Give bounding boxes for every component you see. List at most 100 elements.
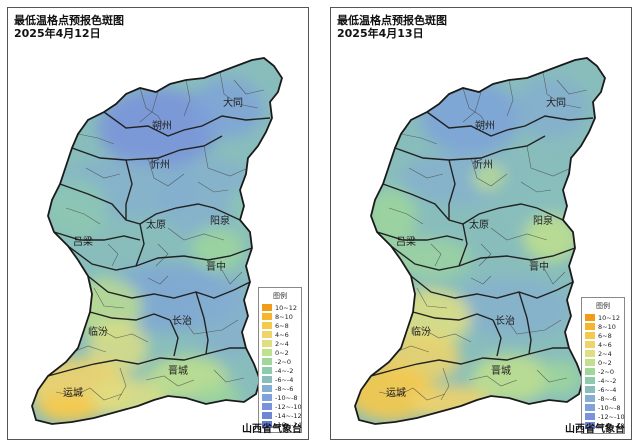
city-label: 阳泉 — [210, 214, 230, 227]
legend-label: 10~12 — [275, 303, 297, 312]
legend-label: -14~-12 — [275, 411, 302, 420]
legend-label: -2~0 — [598, 367, 615, 376]
county-boundary — [420, 327, 472, 343]
legend-swatch — [262, 367, 272, 374]
legend-title: 图例 — [596, 302, 610, 310]
legend-item: -10~-8 — [262, 393, 298, 402]
legend-swatch — [585, 332, 595, 339]
county-boundary — [197, 181, 229, 193]
legend-swatch — [585, 395, 595, 402]
city-label: 晋城 — [491, 365, 511, 377]
temperature-band — [523, 214, 579, 262]
city-label: 阳泉 — [533, 214, 553, 227]
legend-label: 6~8 — [598, 331, 612, 340]
legend-item: -4~-2 — [585, 376, 621, 385]
prefecture-boundary — [59, 183, 241, 225]
legend-label: 2~4 — [275, 339, 289, 348]
county-boundary — [378, 387, 446, 401]
temperature-band — [38, 394, 98, 422]
title-line-2: 2025年4月13日 — [337, 27, 424, 40]
legend-item: -4~-2 — [262, 366, 298, 375]
legend-swatch — [262, 376, 272, 383]
map-title: 最低温格点预报色斑图 2025年4月12日 — [14, 14, 124, 40]
legend-label: -4~-2 — [275, 366, 294, 375]
city-label: 忻州 — [150, 158, 170, 171]
city-label: 长治 — [172, 314, 192, 327]
county-boundary — [155, 243, 169, 267]
legend-label: 4~6 — [598, 340, 612, 349]
city-label: 运城 — [386, 387, 406, 399]
county-boundary — [388, 207, 424, 225]
county-boundary — [462, 91, 482, 123]
legend-swatch — [262, 358, 272, 365]
county-boundary — [542, 71, 582, 109]
county-boundary — [145, 375, 195, 387]
legend: 图例 10~12 8~10 6~8 4~6 2~4 0~2 -2~0 -4~-2 -6~-4 -8… — [258, 287, 302, 433]
legend-item: 10~12 — [585, 313, 621, 322]
legend-swatch — [262, 412, 272, 419]
legend-swatch — [585, 341, 595, 348]
legend-label: -6~-4 — [275, 375, 294, 384]
legend-label: -12~-10 — [598, 412, 625, 421]
city-label: 长治 — [495, 314, 515, 327]
county-boundary — [213, 369, 245, 383]
city-label: 朔州 — [475, 119, 495, 132]
county-boundary — [219, 71, 259, 109]
county-boundary — [221, 269, 243, 285]
county-boundary — [55, 387, 123, 401]
county-boundary — [506, 79, 514, 117]
prefecture-boundary — [426, 111, 594, 137]
legend-item: 6~8 — [262, 321, 298, 330]
map-panel-apr12: 最低温格点预报色斑图 2025年4月12日 大同 朔州 忻州 阳泉 太原 吕梁 晋中 长治 临汾… — [7, 7, 309, 440]
county-boundary — [77, 133, 115, 145]
city-label: 太原 — [146, 218, 166, 231]
prefecture-boundary — [412, 311, 494, 321]
city-label: 忻州 — [473, 158, 493, 171]
legend-swatch — [585, 368, 595, 375]
county-boundary — [233, 79, 265, 95]
temperature-band — [451, 278, 571, 338]
legend-label: -8~-6 — [598, 394, 617, 403]
legend-swatch — [262, 331, 272, 338]
legend-label: -4~-2 — [598, 376, 617, 385]
prefecture-boundary — [394, 135, 546, 161]
temperature-band — [421, 82, 521, 154]
county-boundary — [440, 367, 450, 401]
county-boundary — [85, 167, 121, 179]
city-label: 晋中 — [529, 260, 549, 273]
legend-label: 8~10 — [598, 322, 616, 331]
legend-title: 图例 — [273, 292, 287, 300]
legend-item: 2~4 — [585, 349, 621, 358]
legend-swatch — [585, 422, 595, 429]
prefecture-boundary — [71, 135, 223, 161]
legend-swatch — [585, 386, 595, 393]
city-label: 吕梁 — [396, 235, 416, 248]
legend-item: -2~0 — [262, 357, 298, 366]
city-label: 大同 — [223, 96, 243, 109]
temperature-band — [228, 188, 268, 228]
legend: 图例 10~12 8~10 6~8 4~6 2~4 0~2 -2~0 -4~-2 -6~-4 -8… — [581, 297, 625, 434]
legend-swatch — [262, 340, 272, 347]
temperature-band — [194, 384, 242, 408]
province-outline — [31, 57, 283, 425]
legend-swatch — [262, 403, 272, 410]
legend-swatch — [585, 404, 595, 411]
legend-item: -2~0 — [585, 367, 621, 376]
legend-label: 8~10 — [275, 312, 293, 321]
city-label: 朔州 — [152, 119, 172, 132]
legend-item: 10~12 — [262, 303, 298, 312]
legend-item: 4~6 — [585, 340, 621, 349]
prefecture-boundary — [89, 311, 171, 321]
prefecture-boundary — [382, 183, 564, 225]
county-boundary — [478, 243, 492, 267]
legend-swatch — [585, 359, 595, 366]
county-boundary — [526, 145, 572, 177]
agency-label: 山西省气象台 — [242, 424, 302, 435]
county-boundary — [506, 319, 562, 335]
legend-label: -2~0 — [275, 357, 292, 366]
prefecture-boundary — [376, 231, 464, 241]
city-label: 太原 — [469, 218, 489, 231]
legend-swatch — [262, 421, 272, 428]
